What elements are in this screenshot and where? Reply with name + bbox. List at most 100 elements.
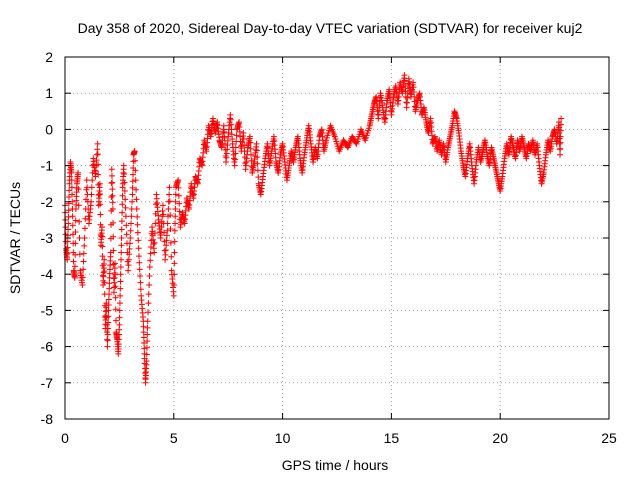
data-point [116, 314, 123, 321]
data-point [98, 227, 105, 234]
data-point [119, 209, 126, 216]
data-point [531, 149, 538, 156]
data-point [492, 164, 499, 171]
data-point [279, 142, 286, 149]
data-point [99, 253, 106, 260]
data-point [79, 274, 86, 281]
data-point [133, 196, 140, 203]
data-point [71, 273, 78, 280]
data-point [64, 238, 71, 245]
data-point [477, 156, 484, 163]
data-point [516, 146, 523, 153]
y-tick-label: -6 [41, 339, 54, 355]
data-point [557, 139, 564, 146]
data-point [80, 266, 87, 273]
data-point [69, 222, 76, 229]
data-point [153, 201, 160, 208]
data-point [472, 162, 479, 169]
data-point [118, 218, 125, 225]
data-point [151, 239, 158, 246]
data-point [403, 99, 410, 106]
data-point [116, 326, 123, 333]
data-point [241, 142, 248, 149]
data-point [109, 199, 116, 206]
data-point [557, 145, 564, 152]
data-point [485, 160, 492, 167]
data-point [123, 222, 130, 229]
data-point [172, 191, 179, 198]
data-point [170, 288, 177, 295]
data-point [119, 201, 126, 208]
data-point [104, 325, 111, 332]
data-point [285, 165, 292, 172]
data-point [144, 338, 151, 345]
data-point [84, 198, 91, 205]
data-point [161, 229, 168, 236]
data-point [134, 221, 141, 228]
data-point [198, 161, 205, 168]
data-point [175, 184, 182, 191]
data-point [165, 206, 172, 213]
data-point [172, 220, 179, 227]
data-point [87, 202, 94, 209]
data-point [108, 172, 115, 179]
data-point [254, 154, 261, 161]
data-point [112, 294, 119, 301]
data-point [109, 192, 116, 199]
data-point [99, 243, 106, 250]
data-point [221, 140, 228, 147]
data-point [110, 275, 117, 282]
data-point [496, 186, 503, 193]
data-point [290, 157, 297, 164]
data-point [112, 317, 119, 324]
data-point [105, 313, 112, 320]
data-point [107, 253, 114, 260]
data-point [128, 206, 135, 213]
data-point [232, 150, 239, 157]
data-point [64, 244, 71, 251]
data-point [99, 272, 106, 279]
data-point [311, 146, 318, 153]
data-point [159, 202, 166, 209]
data-point [551, 127, 558, 134]
data-point [72, 240, 79, 247]
data-point [381, 116, 388, 123]
data-point [96, 184, 103, 191]
data-point [167, 239, 174, 246]
data-point [76, 251, 83, 258]
data-point [152, 220, 159, 227]
data-point [175, 192, 182, 199]
data-point [240, 133, 247, 140]
data-point [438, 149, 445, 156]
data-point [509, 142, 516, 149]
data-point [120, 166, 127, 173]
data-point [134, 229, 141, 236]
data-point [422, 116, 429, 123]
data-point [518, 136, 525, 143]
data-point [227, 115, 234, 122]
data-point [253, 143, 260, 150]
x-tick-label: 15 [384, 430, 400, 446]
data-point [129, 198, 136, 205]
data-point [65, 193, 72, 200]
y-axis-ticks: -8 -7 -6 -5 -4 -3 -2 -1 0 1 2 [41, 49, 609, 427]
data-point [176, 200, 183, 207]
data-point [542, 154, 549, 161]
data-point [122, 196, 129, 203]
data-point [127, 235, 134, 241]
data-point [79, 279, 86, 286]
data-point [81, 235, 88, 241]
data-point [494, 175, 501, 182]
data-point [83, 177, 90, 184]
data-point [128, 220, 135, 227]
data-point [557, 127, 564, 134]
data-point [365, 125, 372, 132]
data-point [65, 220, 72, 227]
data-point [479, 149, 486, 156]
y-axis-label: SDTVAR / TECUs [7, 182, 23, 294]
data-point [266, 158, 273, 165]
data-point [106, 291, 113, 298]
data-point [95, 161, 102, 168]
data-point [431, 134, 438, 141]
data-point [457, 145, 464, 152]
